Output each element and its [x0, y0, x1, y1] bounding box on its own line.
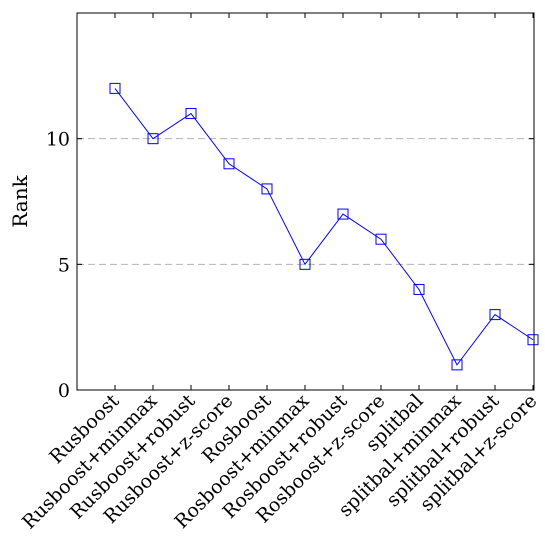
- data-point-marker: [261, 183, 273, 195]
- data-point-marker: [375, 233, 387, 245]
- plot-frame: [76, 12, 535, 391]
- series-group: [109, 82, 539, 371]
- y-tick-label: 0: [58, 380, 70, 402]
- data-point-marker: [223, 158, 235, 170]
- data-point-marker: [147, 133, 159, 145]
- series-line: [114, 88, 534, 366]
- data-point-marker: [299, 258, 311, 270]
- y-axis-ticks: 0 5 10: [46, 129, 534, 402]
- y-axis-label: Rank: [8, 174, 32, 227]
- data-point-marker: [413, 283, 425, 295]
- data-point-marker: [109, 82, 121, 94]
- data-point-marker: [337, 208, 349, 220]
- data-point-marker: [527, 334, 539, 346]
- y-tick-label: 5: [58, 254, 70, 276]
- y-tick-label: 10: [46, 129, 70, 151]
- data-point-marker: [489, 309, 501, 321]
- x-axis-ticks: RusboostRusboost+minmaxRusboost+robustRu…: [18, 13, 542, 534]
- grid-lines: [77, 138, 534, 265]
- data-point-marker: [451, 359, 463, 371]
- data-point-marker: [185, 108, 197, 120]
